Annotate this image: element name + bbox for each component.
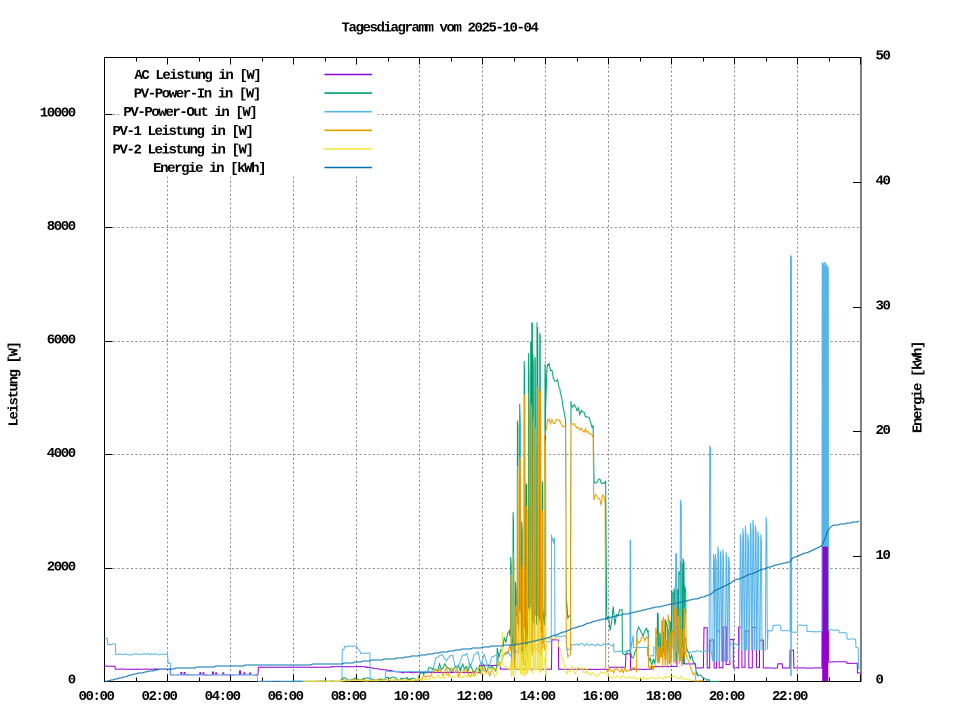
svg-text:22:00: 22:00 xyxy=(772,689,808,705)
svg-text:10000: 10000 xyxy=(40,106,76,122)
svg-text:40: 40 xyxy=(876,174,891,190)
svg-text:Energie in [kWh]: Energie in [kWh] xyxy=(153,161,265,177)
svg-text:30: 30 xyxy=(876,298,891,314)
svg-text:04:00: 04:00 xyxy=(205,689,241,705)
svg-text:6000: 6000 xyxy=(47,332,76,348)
svg-text:PV-2 Leistung in [W]: PV-2 Leistung in [W] xyxy=(113,142,253,158)
svg-text:50: 50 xyxy=(876,49,891,65)
svg-text:20:00: 20:00 xyxy=(709,689,745,705)
svg-text:20: 20 xyxy=(876,423,891,439)
svg-text:02:00: 02:00 xyxy=(141,689,177,705)
svg-text:8000: 8000 xyxy=(47,219,76,235)
svg-text:06:00: 06:00 xyxy=(268,689,304,705)
svg-text:08:00: 08:00 xyxy=(331,689,367,705)
svg-text:PV-1 Leistung in [W]: PV-1 Leistung in [W] xyxy=(113,124,253,140)
svg-text:Tagesdiagramm vom 2025-10-04: Tagesdiagramm vom 2025-10-04 xyxy=(341,21,538,37)
svg-text:AC Leistung in [W]: AC Leistung in [W] xyxy=(134,68,260,84)
svg-text:2000: 2000 xyxy=(47,559,76,575)
svg-text:Leistung [W]: Leistung [W] xyxy=(7,342,23,426)
svg-text:00:00: 00:00 xyxy=(78,689,114,705)
svg-text:PV-Power-In in [W]: PV-Power-In in [W] xyxy=(134,87,260,103)
svg-text:18:00: 18:00 xyxy=(646,689,682,705)
svg-text:16:00: 16:00 xyxy=(583,689,619,705)
svg-text:10:00: 10:00 xyxy=(394,689,430,705)
svg-text:PV-Power-Out in [W]: PV-Power-Out in [W] xyxy=(123,105,256,121)
svg-text:0: 0 xyxy=(876,673,884,689)
svg-text:0: 0 xyxy=(68,673,76,689)
svg-text:Energie [kWh]: Energie [kWh] xyxy=(911,342,927,433)
svg-text:4000: 4000 xyxy=(47,446,76,462)
svg-text:14:00: 14:00 xyxy=(520,689,556,705)
svg-text:12:00: 12:00 xyxy=(457,689,493,705)
svg-text:10: 10 xyxy=(876,548,891,564)
